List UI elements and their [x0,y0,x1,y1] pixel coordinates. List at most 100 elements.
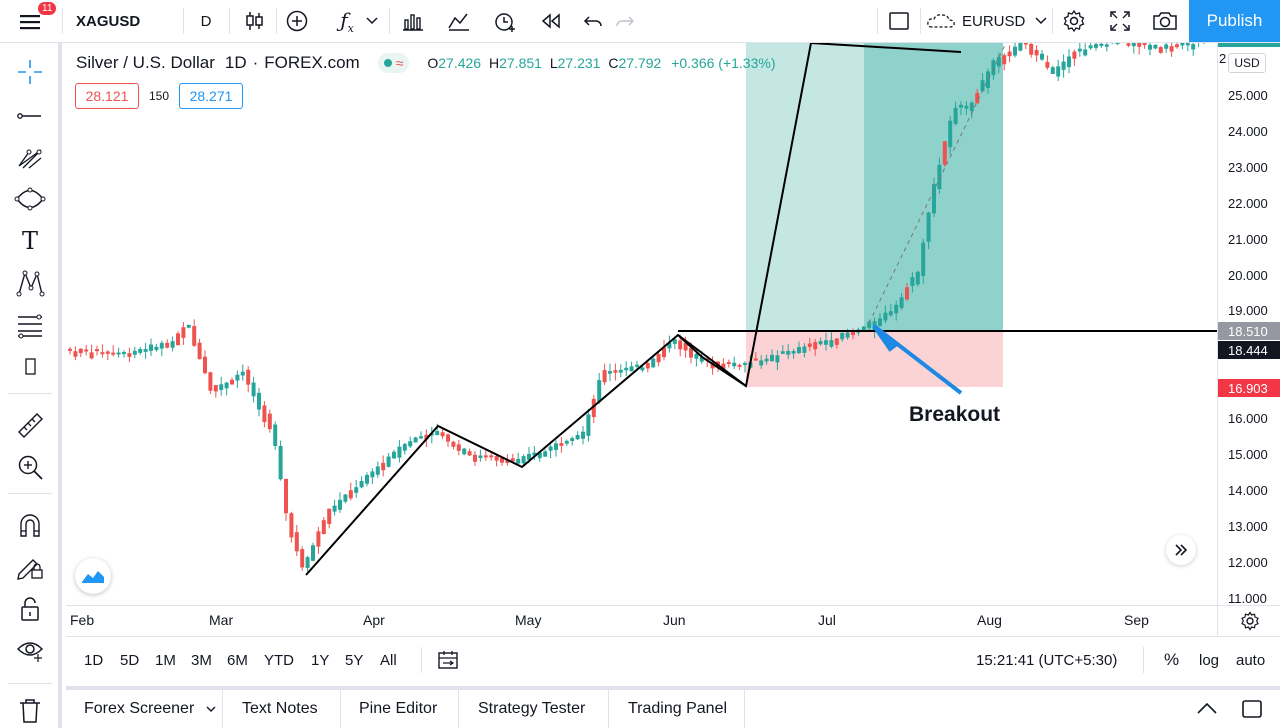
magnet-tool[interactable] [13,508,47,542]
redo-button[interactable] [610,0,640,42]
pitchfork-tool[interactable] [13,140,47,174]
compare-symbol-button[interactable]: EURUSD [926,0,1048,42]
candle-body [402,443,407,451]
candle-body [273,424,278,447]
sell-price-box[interactable]: 28.121 [75,83,139,109]
left-drawing-toolbar: T [0,43,62,728]
range-1d[interactable]: 1D [84,651,104,669]
candle-body [116,352,121,355]
candle-body [392,451,396,459]
candle-body [311,545,315,561]
templates-button[interactable] [442,0,476,42]
candle-body [278,445,283,480]
candle-body [294,532,299,552]
range-1m[interactable]: 1M [155,651,176,669]
candles-button[interactable] [234,0,274,42]
range-6m[interactable]: 6M [227,651,248,669]
measure-tool[interactable] [13,408,47,442]
more-tools[interactable] [13,350,47,384]
candle-body [532,452,537,456]
chart-settings-button[interactable] [1217,605,1280,636]
time-tick-label: Jun [663,612,686,628]
tradingview-logo-button[interactable] [75,558,111,594]
replay-button[interactable] [534,0,568,42]
range-all[interactable]: All [380,651,397,669]
range-3m[interactable]: 3M [191,651,212,669]
range-ytd[interactable]: YTD [264,651,294,669]
alert-button[interactable] [488,0,522,42]
tab-forex-screener[interactable]: Forex Screener [84,690,216,728]
range-5d[interactable]: 5D [120,651,140,669]
tab-text-notes[interactable]: Text Notes [242,700,318,717]
price-tick-label: 23.000 [1228,159,1268,175]
currency-button[interactable]: USD [1228,53,1266,73]
tab-trading-panel[interactable]: Trading Panel [628,700,728,717]
price-tick-label: 20.000 [1228,267,1268,283]
clock-timezone[interactable]: 15:21:41 (UTC+5:30) [976,651,1118,669]
financials-button[interactable] [396,0,430,42]
trend-line-tool[interactable] [13,98,47,132]
add-indicator-button[interactable] [280,0,314,42]
candle-body [456,444,461,451]
candle-body [1185,43,1190,46]
candle-body [732,362,737,367]
crosshair-tool[interactable] [13,55,47,89]
candle-body [78,348,83,354]
stop-price-label: 16.903 [1218,379,1280,397]
tab-strategy-tester[interactable]: Strategy Tester [478,700,586,717]
fullscreen-button[interactable] [1103,0,1137,42]
pattern-tool[interactable] [13,266,47,300]
snapshot-button[interactable] [1148,0,1182,42]
lock-tool[interactable] [13,592,47,626]
chart-pane[interactable]: Silver / U.S. Dollar 1D · FOREX.com ≈ O2… [66,43,1217,605]
profit-zone [746,43,1003,331]
target-price-label [1218,43,1280,47]
text-tool[interactable]: T [13,224,47,258]
collapse-panel-button[interactable] [1196,700,1218,721]
delayed-icon: ≈ [395,55,404,71]
candle-body [554,443,558,450]
auto-scale-toggle[interactable]: auto [1236,651,1266,669]
fib-tool[interactable] [13,308,47,342]
visibility-tool[interactable] [13,634,47,668]
shapes-tool[interactable] [13,182,47,216]
menu-button[interactable]: 11 [8,0,57,42]
candle-body [68,348,72,351]
target-path-line [868,43,1007,324]
delete-tool[interactable] [13,693,47,727]
date-range-button[interactable] [436,649,460,671]
candle-body [770,354,774,362]
candle-body [224,382,229,389]
templates-icon [448,13,469,31]
zoom-tool[interactable] [13,450,47,484]
candle-body [1131,43,1136,47]
candle-body [602,370,607,383]
percent-scale-toggle[interactable]: % [1164,650,1180,669]
time-axis[interactable]: Feb Mar Apr May Jun Jul Aug Sep [66,605,1217,636]
candle-body [953,107,958,124]
symbol-search[interactable]: XAGUSD [76,12,141,30]
market-status[interactable]: ≈ [377,53,410,73]
candle-body [591,398,596,418]
indicators-button[interactable]: ƒx [328,0,390,42]
settings-button[interactable] [1057,0,1091,42]
buy-price-box[interactable]: 28.271 [179,83,243,109]
maximize-panel-button[interactable] [1241,699,1263,724]
scroll-to-realtime-button[interactable] [1166,535,1196,565]
undo-button[interactable] [578,0,608,42]
candle-body [192,326,197,346]
candle-body [159,342,164,349]
range-1y[interactable]: 1Y [311,651,330,669]
price-chart[interactable] [66,43,1217,605]
candle-body [878,318,882,327]
publish-button[interactable]: Publish [1189,0,1280,42]
candle-body [888,311,893,316]
layout-button[interactable] [882,0,916,42]
range-5y[interactable]: 5Y [345,651,364,669]
tab-pine-editor[interactable]: Pine Editor [359,700,438,717]
lock-drawings-tool[interactable] [13,550,47,584]
candle-body [683,342,688,351]
interval-button[interactable]: D [200,12,212,30]
trend-line-icon [17,113,41,119]
log-scale-toggle[interactable]: log [1199,651,1220,669]
